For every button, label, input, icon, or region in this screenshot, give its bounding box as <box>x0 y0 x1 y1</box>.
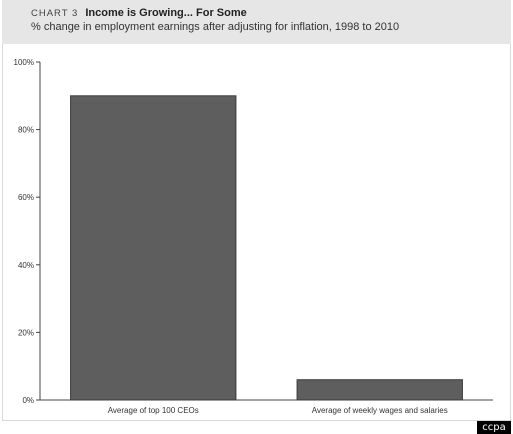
x-tick-label: Average of weekly wages and salaries <box>312 406 448 415</box>
chart-header: CHART 3 Income is Growing... For Some % … <box>2 0 511 44</box>
bar <box>70 95 237 401</box>
y-tick-label: 100% <box>14 58 34 67</box>
chart-title: Income is Growing... For Some <box>85 7 247 19</box>
chart-number: CHART 3 <box>31 8 79 19</box>
bar <box>296 379 463 401</box>
y-tick-label: 60% <box>18 193 34 202</box>
y-tick-label: 0% <box>22 396 34 405</box>
x-tick-label: Average of top 100 CEOs <box>108 406 199 415</box>
ccpa-logo: ccpa <box>477 421 511 434</box>
y-tick-label: 80% <box>18 126 34 135</box>
chart-subtitle: % change in employment earnings after ad… <box>31 21 400 33</box>
y-tick-label: 20% <box>18 328 34 337</box>
chart-label-line: CHART 3 Income is Growing... For Some <box>31 7 247 19</box>
y-tick-label: 40% <box>18 261 34 270</box>
